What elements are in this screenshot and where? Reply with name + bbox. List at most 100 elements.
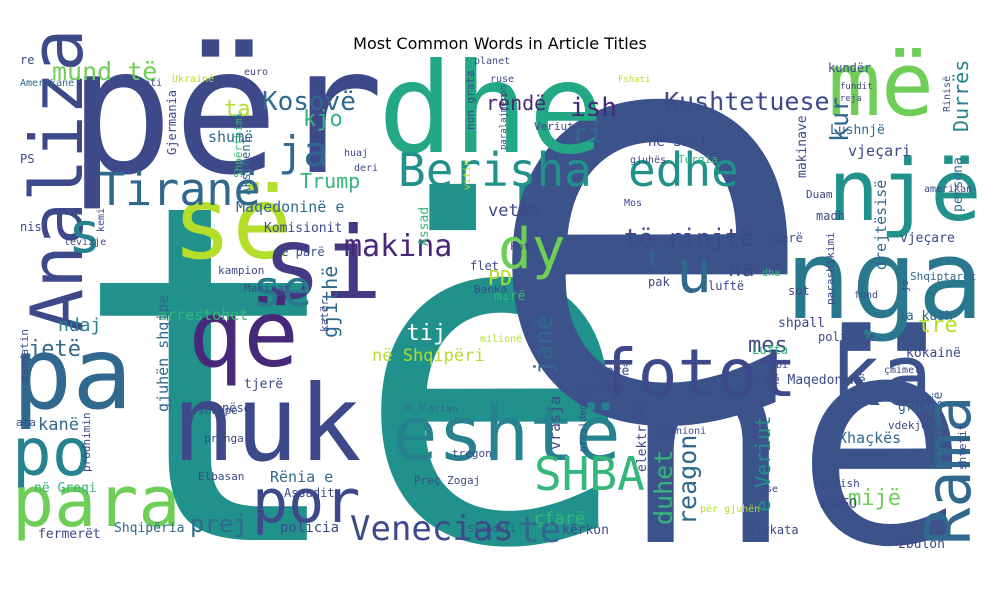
word: dy [498, 217, 565, 282]
word: politike [818, 330, 876, 344]
word: katër [318, 299, 331, 332]
word: mirë [494, 289, 525, 304]
word: s [68, 201, 102, 266]
word: Aksident [239, 137, 253, 195]
word: Amerikane [20, 78, 74, 89]
word: tjerë [244, 377, 283, 392]
word: çmimet [884, 365, 920, 376]
word: reja [840, 94, 862, 104]
word: Tiranë [98, 163, 261, 216]
word: huaj [344, 148, 368, 159]
word: pak [648, 275, 670, 289]
word: mijë [848, 486, 901, 511]
word: gjithë [318, 266, 342, 338]
word: vetëm [488, 201, 539, 221]
word: nuk [172, 363, 362, 485]
word: dha [762, 268, 780, 279]
word: SHBA [534, 447, 645, 501]
word: së [172, 165, 292, 282]
word: rëndë [486, 91, 546, 115]
word: Kushtetuese [664, 87, 830, 116]
chart-title: Most Common Words in Article Titles [353, 34, 647, 53]
word: makina [344, 229, 452, 264]
word: kundër [828, 61, 871, 75]
word: re [20, 53, 34, 67]
word: shtetit [956, 424, 969, 470]
word: parë [774, 231, 803, 245]
word: nis [20, 220, 42, 234]
word: në Maqedoninë [764, 373, 866, 388]
word: deri [354, 163, 378, 174]
word: mbi [770, 360, 788, 371]
word: parashikimi [824, 232, 837, 305]
word: tre [918, 313, 958, 338]
word: Rinisë [942, 76, 953, 112]
word: Venecias [350, 509, 514, 549]
word: më parë [274, 245, 325, 259]
word: Artan [428, 404, 458, 415]
word: flet [470, 259, 499, 273]
word: kjo [303, 107, 343, 132]
word: luftë [708, 279, 744, 293]
word: ndaj [58, 315, 101, 336]
word: presidentin [578, 386, 589, 452]
word: pa [12, 315, 132, 432]
word: ri [572, 119, 603, 149]
word: non grata [464, 70, 477, 130]
word: jo [900, 280, 911, 292]
word: nën [598, 379, 621, 394]
word: para [12, 461, 181, 543]
word: në Siri [648, 134, 707, 150]
word: Shqipëria [114, 521, 184, 536]
word: tregon [452, 447, 492, 460]
word: Kosovë [262, 87, 356, 117]
word: elektrike [635, 401, 650, 472]
word: Assadit [284, 486, 335, 500]
word: edhe [628, 143, 739, 197]
word: arrestohet [158, 306, 248, 324]
word: po [12, 414, 91, 491]
word: gjuhës [630, 155, 666, 166]
word: Shqiptarët [910, 270, 976, 283]
word: nëse [222, 401, 251, 415]
word: të rinjtë [624, 224, 754, 252]
word: duhet [649, 450, 678, 525]
word: Preç Zogaj [414, 474, 480, 487]
word: vdekje [888, 419, 928, 432]
word: e tij [380, 321, 446, 346]
word: PD [488, 266, 512, 290]
word: shumë [208, 128, 253, 146]
word: te [518, 510, 561, 551]
word: drejtësisë [872, 180, 890, 270]
word: Shqipërisë [931, 392, 946, 470]
word: Xhaçkës [838, 429, 901, 447]
word: vjeçare [900, 231, 955, 246]
word: Rama [912, 396, 985, 545]
word: gruan [898, 400, 937, 415]
word: Fshati [618, 75, 651, 85]
word: shpall [778, 316, 825, 331]
word: fund [854, 290, 878, 301]
word: Opinioni [658, 426, 706, 437]
word: Shpërthimi [232, 112, 245, 178]
word: vjeçari [848, 142, 911, 160]
word: e Veriut [751, 416, 775, 512]
word: sot [788, 284, 810, 298]
word: paralajmëron [499, 85, 509, 150]
word: në Greqi [34, 481, 97, 496]
word: reagon [673, 435, 702, 525]
word: mes [748, 333, 788, 358]
word: Berisha [398, 143, 592, 197]
word: kemi [96, 208, 107, 232]
word: Komisionit [264, 221, 342, 236]
word: milionë [480, 334, 522, 345]
word: Makinat [244, 282, 290, 295]
word: Banka [474, 283, 507, 296]
word: Durrës [949, 60, 973, 132]
word: janë [529, 315, 558, 375]
word: Gjermania [165, 90, 179, 155]
word: jetë [28, 337, 81, 362]
word: mund të [52, 57, 157, 86]
word: Analiza [15, 29, 99, 332]
